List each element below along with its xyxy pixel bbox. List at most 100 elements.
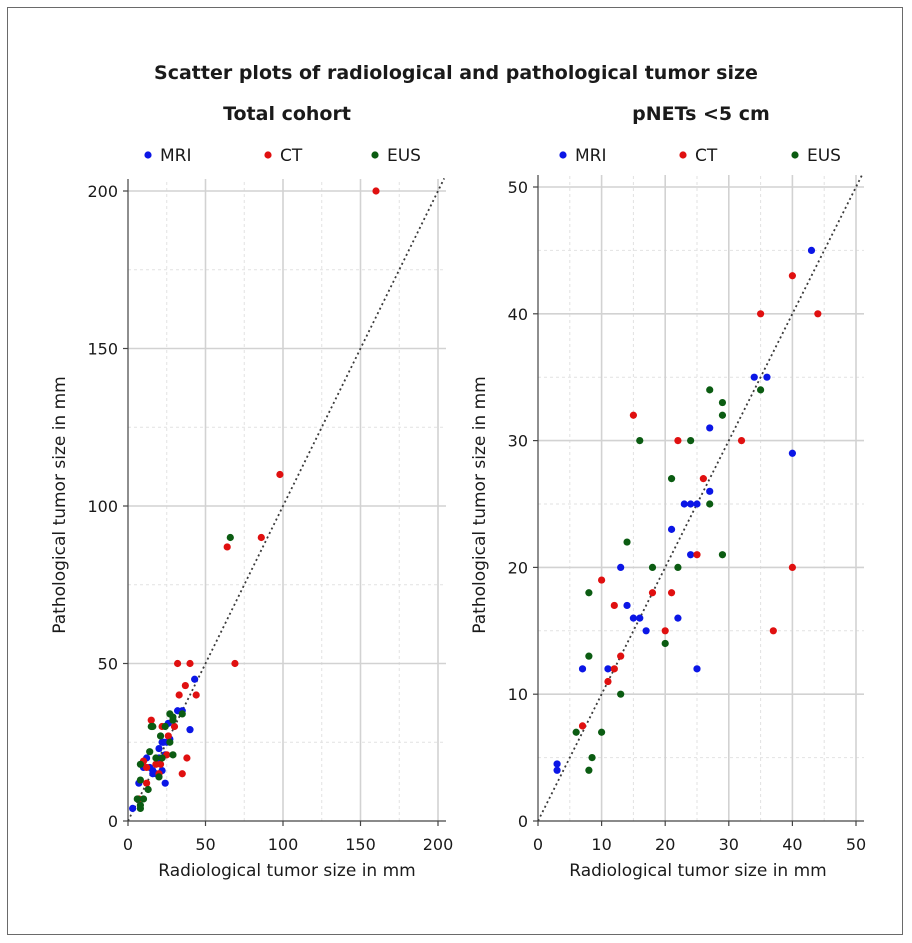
data-point-eus [169,751,177,759]
x-tick-label: 100 [268,835,299,854]
y-axis-label: Pathological tumor size in mm [470,376,490,633]
data-point-eus [636,437,644,445]
panel-title: pNETs <5 cm [632,103,770,125]
y-tick-label: 200 [87,182,118,201]
reference-line [537,173,864,822]
y-tick-label: 30 [508,432,528,451]
data-point-eus [687,437,695,445]
data-point-eus [152,754,160,762]
data-point-ct [257,533,265,542]
data-point-ct [276,470,284,479]
data-point-ct [648,589,657,597]
legend-marker-eus [791,151,799,159]
data-point-ct [178,770,186,778]
legend-label-mri: MRI [575,146,607,166]
data-point-ct [693,551,701,559]
figure-frame [7,7,903,935]
data-point-mri [706,487,714,495]
data-point-mri [642,627,650,635]
data-point-eus [585,589,593,597]
panel-pnets-under-5cm: pNETs <5 cm MRI CT EUS 00 10 10 20 20 30 30 40 40 5… [470,103,866,881]
panel-title: Total cohort [223,103,351,125]
data-point-ct [661,627,669,635]
data-point-eus [617,690,625,698]
data-point-eus [706,386,714,394]
data-point-ct [610,665,618,673]
identity-line [127,178,446,822]
data-point-ct [667,589,676,597]
data-point-mri [636,614,644,622]
data-point-eus [674,563,682,572]
data-point-ct [610,601,618,610]
x-tick-label: 50 [846,835,866,854]
legend-marker-eus [371,151,379,159]
data-point-eus [144,785,152,794]
data-point-mri [191,675,199,683]
data-point-ct [147,716,155,724]
x-axis-label: Radiological tumor size in mm [158,861,415,881]
data-point-ct [164,732,172,740]
identity-line [537,173,864,822]
data-point-mri [693,500,701,508]
y-tick-label: 20 [508,558,528,577]
data-point-mri [693,665,701,673]
data-point-mri [161,779,169,787]
data-point-mri [623,601,631,610]
data-point-mri [788,449,797,457]
data-point-ct [814,310,822,318]
data-point-eus [661,639,669,648]
legend: MRI CT EUS [559,146,841,166]
data-point-eus [166,738,174,746]
data-point-eus [706,500,714,508]
y-tick-label: 50 [508,178,528,197]
data-point-ct [737,437,746,445]
data-point-eus [136,760,144,768]
axes [123,179,446,826]
y-tick-label: 0 [108,812,118,831]
data-point-eus [146,748,154,756]
data-point-mri [687,551,695,559]
data-point-eus [585,766,593,774]
data-point-mri [129,804,137,813]
data-point-mri [687,500,695,508]
data-point-ct [629,411,638,419]
data-point-mri [160,738,168,746]
data-point-eus [588,754,596,762]
data-points [129,187,380,813]
x-tick-label: 40 [782,835,802,854]
panel-total-cohort: Total cohort MRI CT EUS 00 50 50 100 100 150 150… [50,103,453,881]
reference-line [127,178,446,822]
data-point-mri [674,614,682,622]
data-point-mri [807,246,816,254]
data-point-ct [143,763,151,772]
data-point-mri [629,614,638,622]
y-tick-label: 50 [98,655,118,674]
data-point-eus [623,538,631,546]
data-point-mri [750,373,758,381]
legend-label-eus: EUS [387,146,421,166]
y-tick-label: 150 [87,340,118,359]
data-point-eus [133,795,141,803]
x-tick-label: 10 [591,835,611,854]
data-point-ct [156,760,165,768]
data-point-eus [139,795,148,803]
x-tick-label: 200 [423,835,454,854]
data-point-eus [178,710,186,718]
tick-labels: 00 10 10 20 20 30 30 40 40 50 50 [508,178,867,854]
data-point-eus [169,713,177,721]
data-point-ct [617,652,625,660]
data-point-mri [667,525,676,533]
data-point-mri [186,726,194,734]
data-point-mri [155,744,163,753]
x-tick-label: 0 [533,835,543,854]
data-point-ct [788,272,797,280]
x-tick-label: 50 [195,835,215,854]
legend-label-eus: EUS [807,146,841,166]
data-point-eus [155,773,163,781]
x-tick-label: 20 [655,835,675,854]
data-point-eus [718,411,727,419]
data-point-ct [231,659,239,668]
x-tick-label: 0 [123,835,133,854]
figure-title: Scatter plots of radiological and pathol… [154,62,758,84]
